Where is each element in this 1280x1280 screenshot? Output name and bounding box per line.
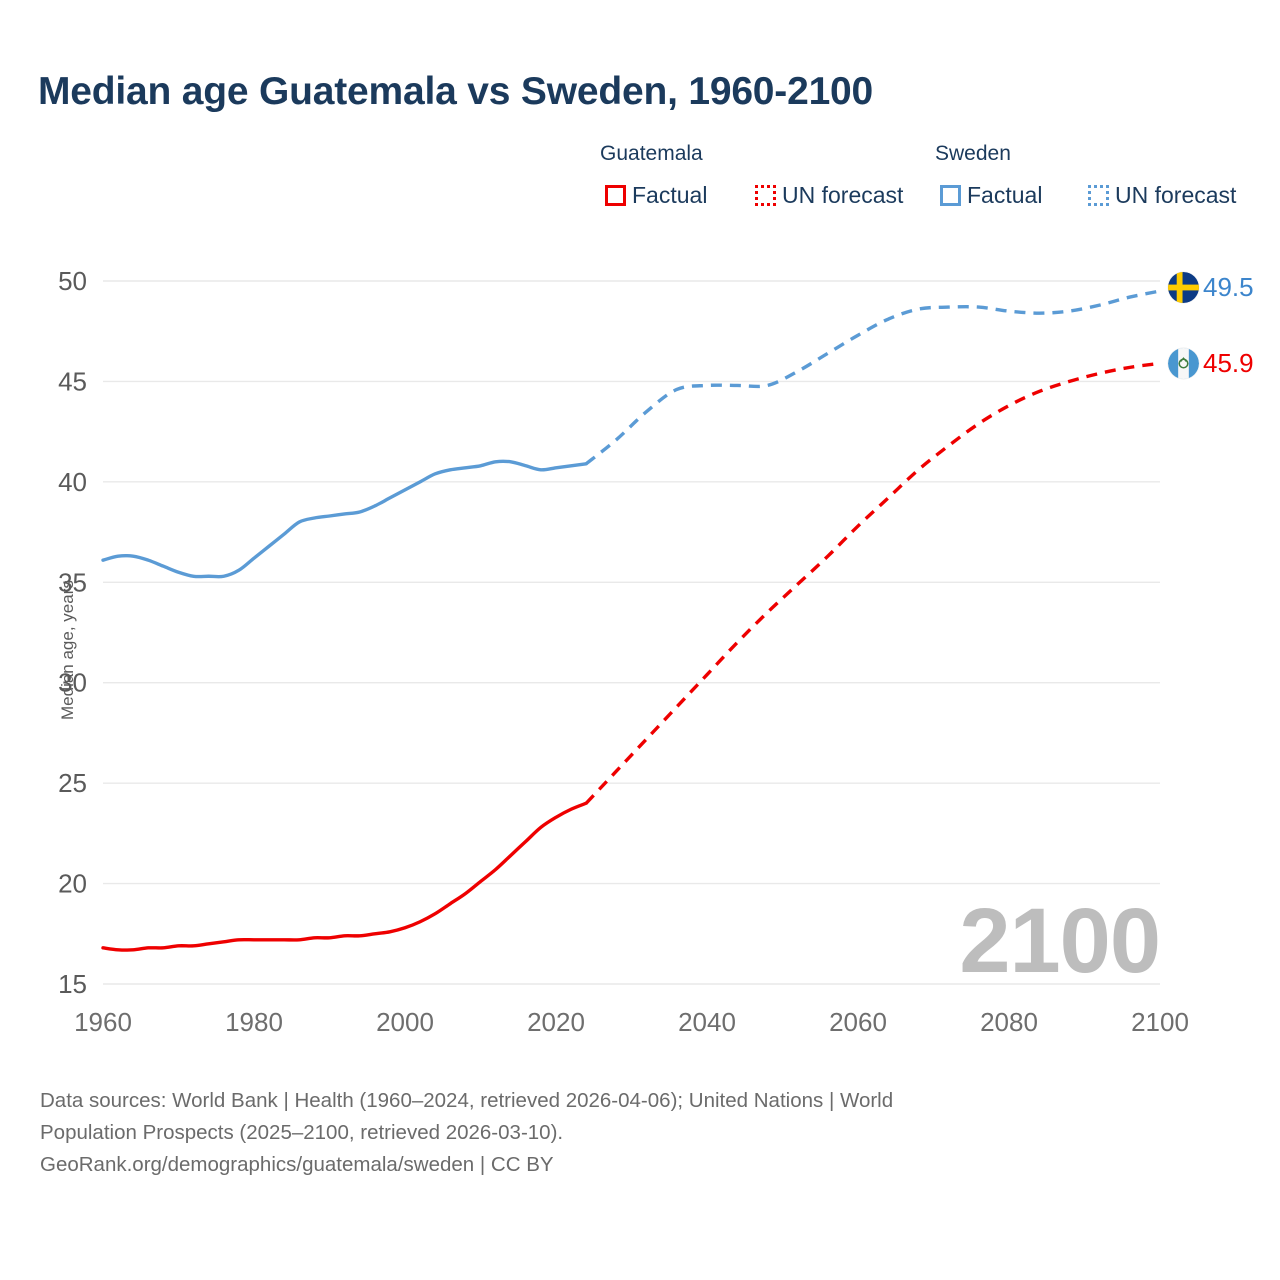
y-tick-label: 25 <box>58 768 87 798</box>
y-axis-label: Median age, years <box>58 580 77 720</box>
chart-svg: 50 45 40 35 30 25 20 15 1960 1980 2000 2020 2040 206… <box>58 266 1189 1037</box>
sweden-flag-icon <box>1168 272 1199 303</box>
legend-item-guatemala-factual[interactable]: Factual <box>605 182 707 209</box>
x-tick-labels: 1960 1980 2000 2020 2040 2060 2080 2100 <box>74 1007 1189 1037</box>
footer-line-3: GeoRank.org/demographics/guatemala/swede… <box>40 1152 554 1176</box>
y-tick-label: 15 <box>58 969 87 999</box>
x-tick-label: 2040 <box>678 1007 736 1037</box>
series-line-forecast-sweden <box>585 289 1161 466</box>
page-title: Median age Guatemala vs Sweden, 1960-210… <box>38 70 874 113</box>
x-tick-label: 2100 <box>1131 1007 1189 1037</box>
series-line-factual-sweden <box>101 459 588 579</box>
y-tick-label: 40 <box>58 467 87 497</box>
y-tick-labels: 50 45 40 35 30 25 20 15 <box>58 266 87 999</box>
end-label-value: 45.9 <box>1203 348 1254 378</box>
y-tick-label: 45 <box>58 366 87 396</box>
series-lines <box>101 289 1161 952</box>
end-label-sweden: 49.5 <box>1168 272 1254 303</box>
plot-area: 50 45 40 35 30 25 20 15 1960 1980 2000 2020 2040 206… <box>58 266 1189 1037</box>
y-tick-label: 30 <box>58 668 87 698</box>
legend-label: UN forecast <box>782 182 904 208</box>
x-tick-label: 1980 <box>225 1007 283 1037</box>
legend-label: Factual <box>967 182 1043 208</box>
legend-label: Factual <box>632 182 708 208</box>
legend-swatch-dotted-blue-icon <box>1088 185 1109 206</box>
legend-country-sweden: Sweden <box>935 142 1011 165</box>
x-tick-label: 2020 <box>527 1007 585 1037</box>
footer-sources: Data sources: World Bank | Health (1960–… <box>40 1085 1180 1180</box>
legend-country-guatemala: Guatemala <box>600 142 703 165</box>
end-label-guatemala: 45.9 <box>1168 348 1254 379</box>
x-tick-label: 2000 <box>376 1007 434 1037</box>
chart-legend: Guatemala Sweden Factual UN forecast Fac… <box>600 142 1260 216</box>
x-tick-label: 2060 <box>829 1007 887 1037</box>
footer-line-1: Data sources: World Bank | Health (1960–… <box>40 1089 894 1112</box>
x-tick-label: 1960 <box>74 1007 132 1037</box>
y-tick-label: 35 <box>58 567 87 597</box>
legend-item-sweden-forecast[interactable]: UN forecast <box>1088 182 1236 209</box>
legend-label: UN forecast <box>1115 182 1237 208</box>
x-tick-label: 2080 <box>980 1007 1038 1037</box>
legend-swatch-solid-red-icon <box>605 185 626 206</box>
end-label-value: 49.5 <box>1203 272 1254 302</box>
y-tick-label: 50 <box>58 266 87 296</box>
y-tick-label: 20 <box>58 869 87 899</box>
legend-item-guatemala-forecast[interactable]: UN forecast <box>755 182 903 209</box>
series-line-factual-guatemala <box>101 801 588 952</box>
legend-swatch-dotted-red-icon <box>755 185 776 206</box>
year-watermark: 2100 <box>959 890 1161 992</box>
footer-line-2: Population Prospects (2025–2100, retriev… <box>40 1120 564 1144</box>
legend-swatch-solid-blue-icon <box>940 185 961 206</box>
gridlines <box>103 280 1160 985</box>
legend-item-sweden-factual[interactable]: Factual <box>940 182 1042 209</box>
guatemala-flag-icon <box>1168 348 1199 379</box>
series-line-forecast-guatemala <box>584 361 1161 805</box>
